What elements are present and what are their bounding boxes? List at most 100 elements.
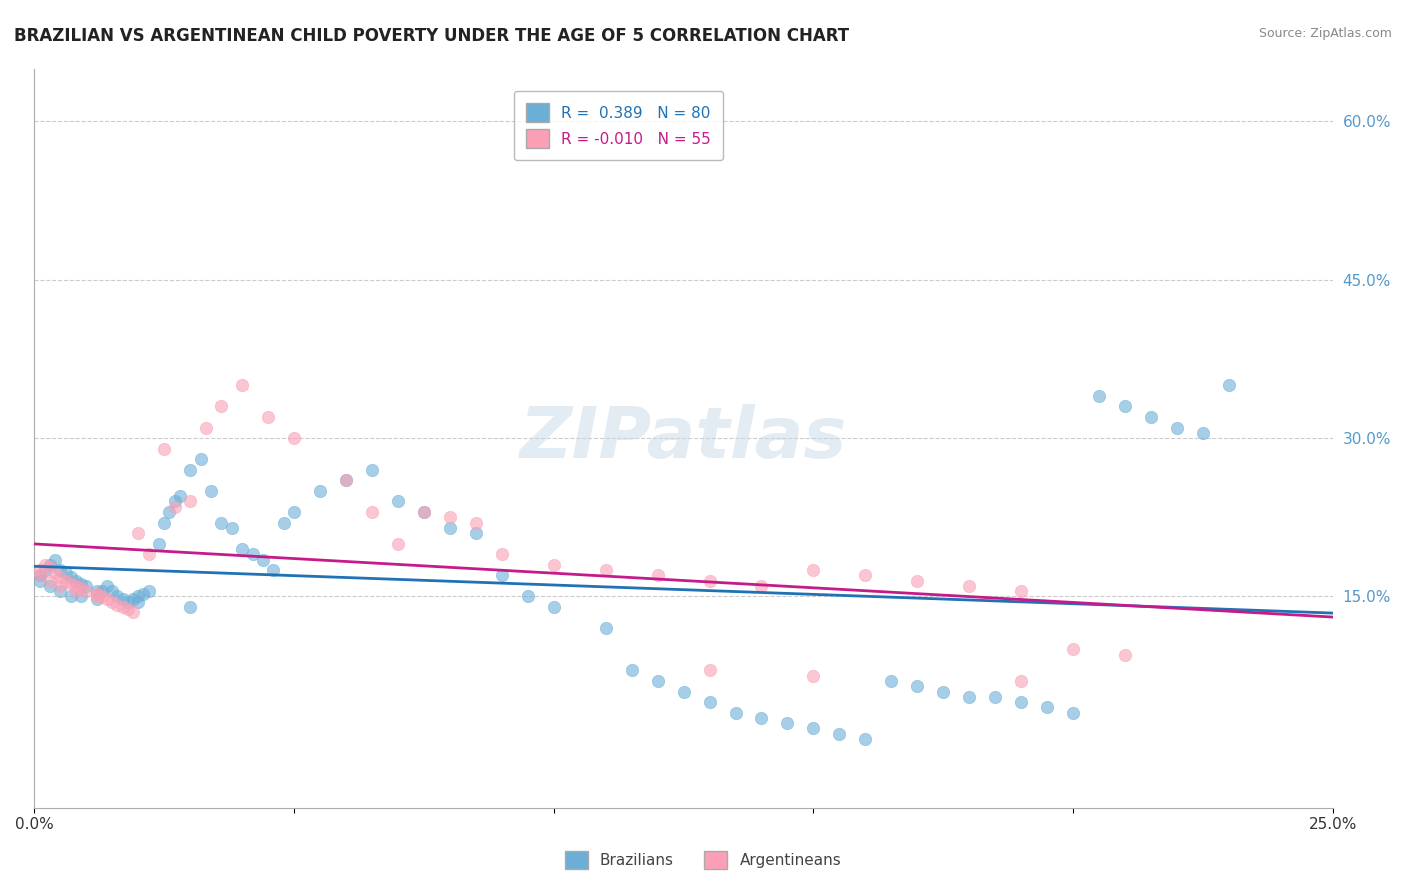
Point [387,494,409,508]
Point [59,590,82,604]
Point [86,587,108,601]
Point [163,500,186,514]
Point [699,664,721,678]
Point [672,684,695,698]
Point [117,602,139,616]
Point [49,584,72,599]
Point [252,552,274,566]
Point [803,722,825,736]
Point [803,668,825,682]
Point [221,521,243,535]
Point [101,584,124,599]
Point [122,591,145,606]
Point [1010,695,1032,709]
Point [464,516,486,530]
Point [132,587,155,601]
Point [1114,400,1136,414]
Point [39,574,62,588]
Point [439,510,461,524]
Point [55,566,77,581]
Point [647,568,669,582]
Point [122,605,145,619]
Point [647,673,669,688]
Point [491,547,513,561]
Point [39,579,62,593]
Point [179,463,201,477]
Point [283,505,305,519]
Point [1088,389,1111,403]
Point [803,563,825,577]
Text: Source: ZipAtlas.com: Source: ZipAtlas.com [1258,27,1392,40]
Point [86,591,108,606]
Point [620,664,643,678]
Point [200,483,222,498]
Point [65,574,87,588]
Point [1114,648,1136,662]
Point [1192,425,1215,440]
Point [1140,409,1163,424]
Point [699,695,721,709]
Legend: R =  0.389   N = 80, R = -0.010   N = 55: R = 0.389 N = 80, R = -0.010 N = 55 [515,91,723,161]
Point [194,420,217,434]
Point [70,590,93,604]
Point [1010,584,1032,599]
Point [1218,378,1240,392]
Point [34,558,56,572]
Point [905,679,928,693]
Point [190,452,212,467]
Point [90,590,112,604]
Point [984,690,1007,704]
Point [1062,706,1084,720]
Point [127,526,149,541]
Point [209,516,232,530]
Point [932,684,955,698]
Point [335,473,357,487]
Point [262,563,284,577]
Point [65,579,87,593]
Point [75,584,97,599]
Point [49,570,72,584]
Point [439,521,461,535]
Point [1062,642,1084,657]
Point [28,568,51,582]
Point [163,494,186,508]
Point [412,505,434,519]
Point [516,590,538,604]
Point [28,574,51,588]
Point [138,584,160,599]
Point [96,579,118,593]
Point [828,727,851,741]
Point [283,431,305,445]
Point [957,579,980,593]
Point [179,494,201,508]
Point [412,505,434,519]
Point [107,598,129,612]
Point [153,516,176,530]
Point [880,673,903,688]
Point [111,600,134,615]
Point [169,489,191,503]
Point [231,541,253,556]
Point [231,378,253,392]
Point [39,558,62,572]
Point [153,442,176,456]
Point [59,577,82,591]
Point [724,706,747,720]
Point [39,560,62,574]
Point [148,537,170,551]
Point [242,547,264,561]
Legend: Brazilians, Argentineans: Brazilians, Argentineans [558,845,848,875]
Point [776,716,799,731]
Point [117,595,139,609]
Point [65,584,87,599]
Point [127,595,149,609]
Point [86,584,108,599]
Point [101,595,124,609]
Point [257,409,280,424]
Text: BRAZILIAN VS ARGENTINEAN CHILD POVERTY UNDER THE AGE OF 5 CORRELATION CHART: BRAZILIAN VS ARGENTINEAN CHILD POVERTY U… [14,27,849,45]
Point [1166,420,1188,434]
Point [543,600,565,615]
Point [96,591,118,606]
Point [111,591,134,606]
Point [75,579,97,593]
